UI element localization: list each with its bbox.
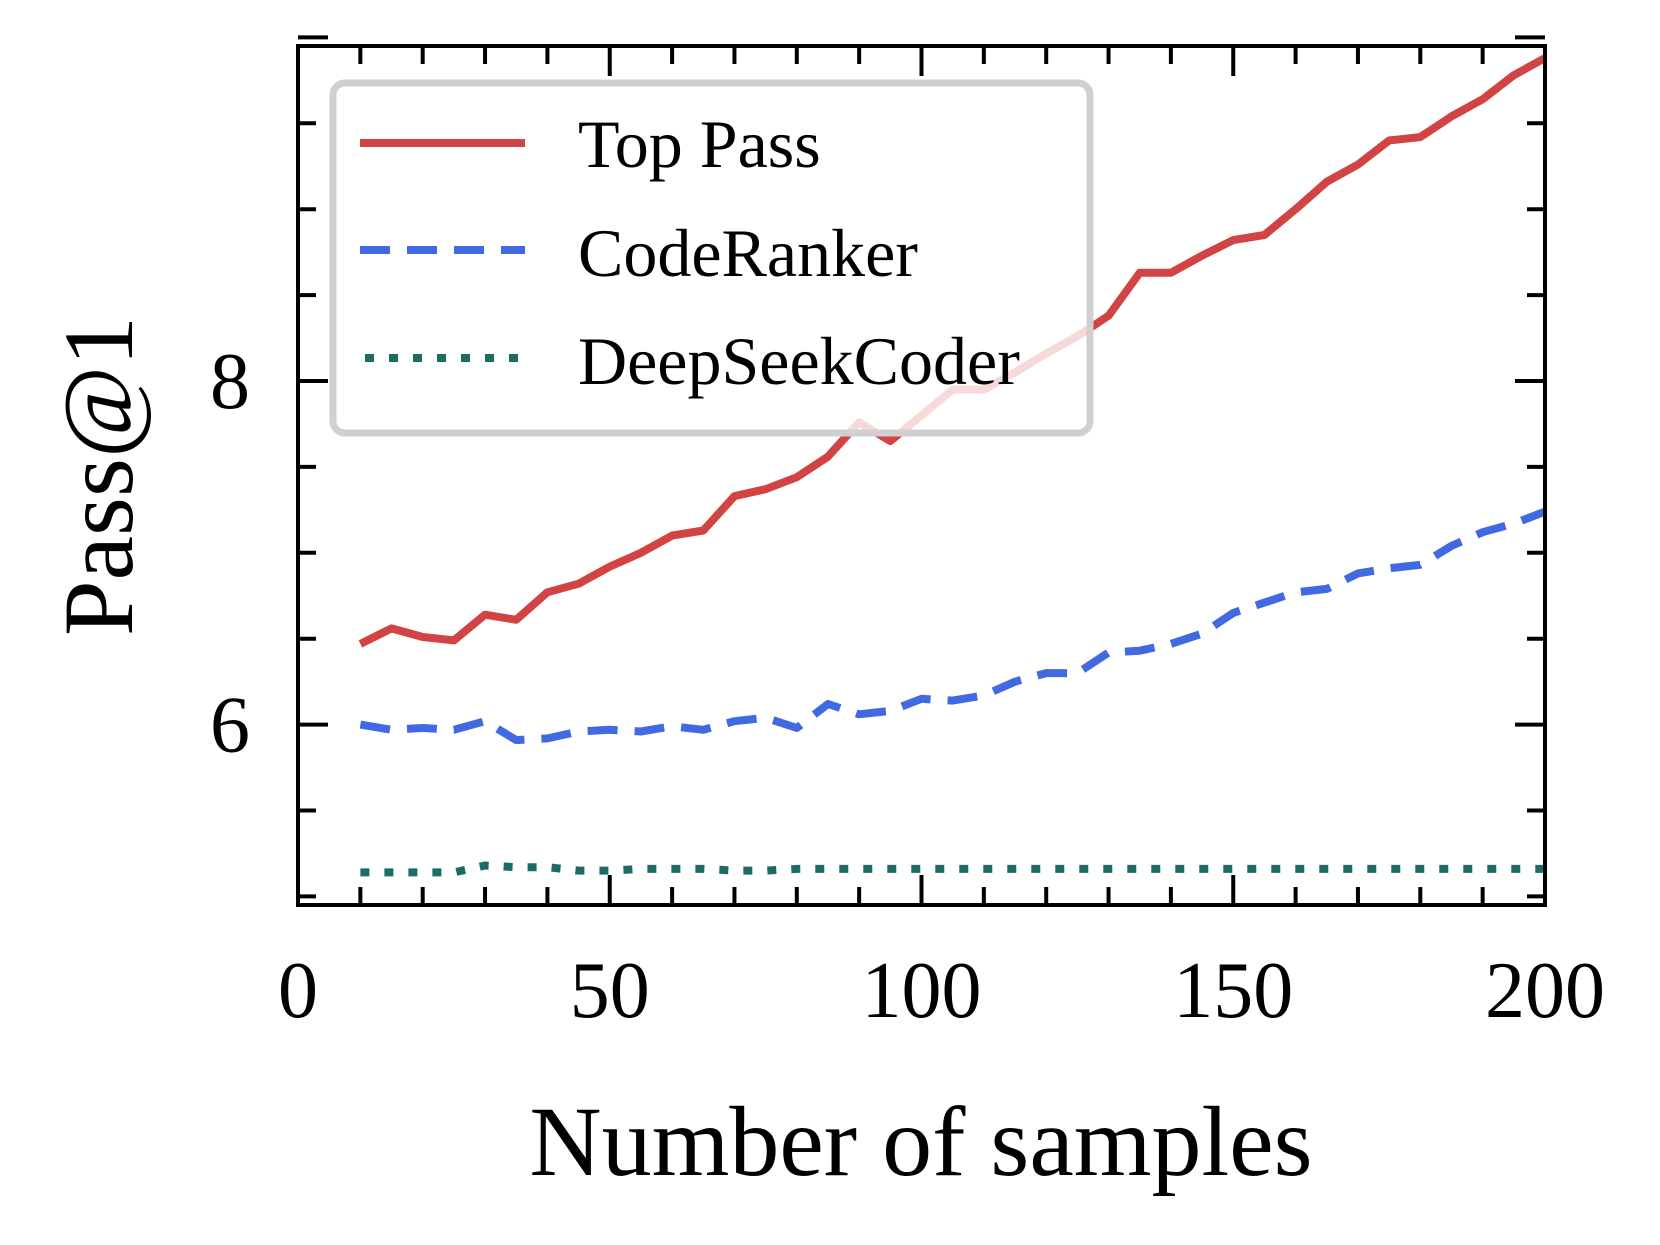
y-axis-title: Pass@1: [43, 316, 154, 636]
legend-label-coderanker: CodeRanker: [578, 215, 918, 291]
legend: Top Pass CodeRanker DeepSeekCoder: [329, 79, 1094, 437]
y-tick-label: 6: [210, 682, 250, 770]
x-axis-title: Number of samples: [529, 1086, 1312, 1197]
y-tick-label: 8: [210, 338, 250, 426]
x-tick-label: 50: [570, 947, 650, 1035]
legend-box: [329, 79, 1094, 437]
axis-ticks: 0 50 100 150 200 6 8: [210, 35, 1605, 1035]
x-tick-label: 150: [1173, 947, 1293, 1035]
legend-label-top-pass: Top Pass: [578, 106, 821, 182]
legend-label-deepseekcoder: DeepSeekCoder: [578, 323, 1020, 399]
x-tick-label: 200: [1485, 947, 1605, 1035]
x-tick-label: 100: [862, 947, 982, 1035]
series-line-coderanker: [359, 507, 1547, 745]
series-line-deepseekcoder: [360, 861, 1545, 877]
x-tick-label: 0: [278, 947, 318, 1035]
plot-frame: [296, 44, 1547, 907]
